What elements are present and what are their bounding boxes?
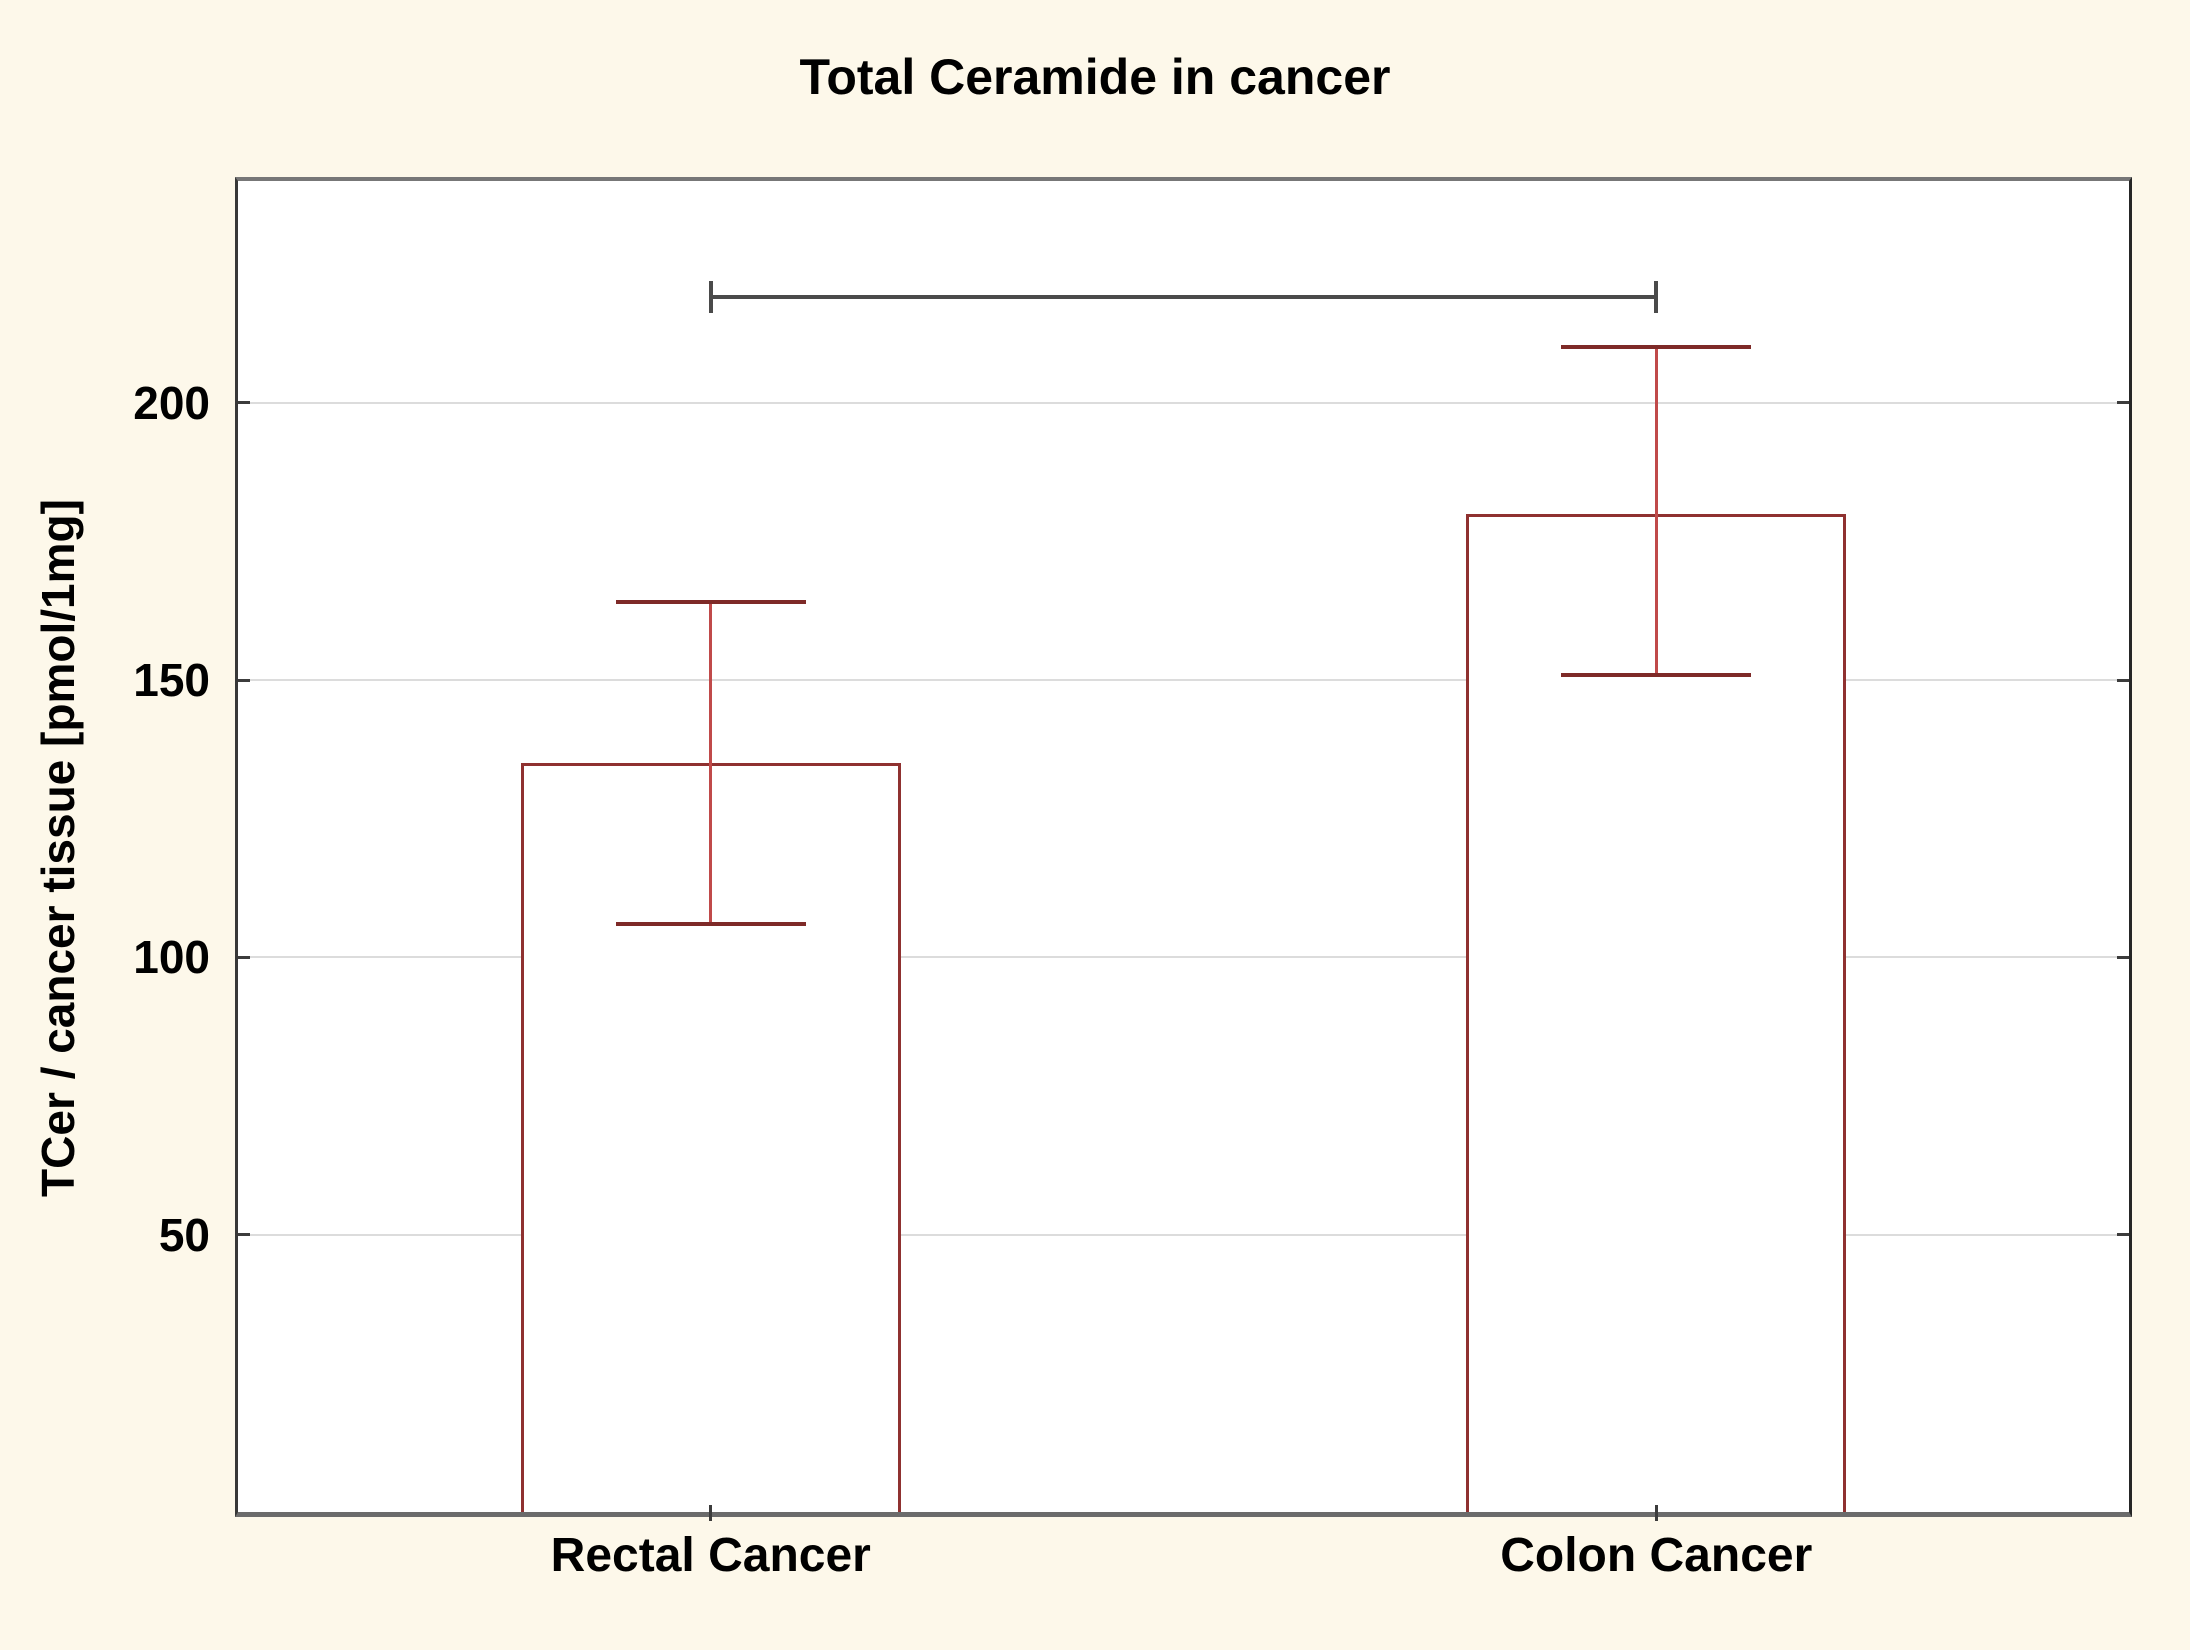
y-axis-tick-left: [238, 955, 250, 959]
x-axis-category-label: Rectal Cancer: [550, 1529, 871, 1582]
error-bar-line-rectal-cancer: [709, 602, 713, 925]
chart-title: Total Ceramide in cancer: [799, 49, 1391, 105]
gridline: [238, 401, 2129, 404]
y-axis-tick-label: 50: [158, 1208, 210, 1261]
y-axis-tick-right: [2117, 401, 2129, 405]
error-bar-cap-top-colon-cancer: [1561, 345, 1752, 350]
error-bar-cap-bottom-colon-cancer: [1561, 672, 1752, 677]
gridline: [238, 1233, 2129, 1236]
y-axis-tick-label: 150: [133, 654, 210, 707]
y-axis-tick-left: [238, 401, 250, 405]
y-axis-tick-right: [2117, 678, 2129, 682]
gridline: [238, 679, 2129, 682]
plot-area: [235, 177, 2132, 1517]
y-axis-tick-label: 100: [133, 931, 210, 984]
y-axis-tick-label: 200: [133, 376, 210, 429]
error-bar-cap-bottom-rectal-cancer: [615, 922, 806, 927]
significance-end-tick: [1654, 281, 1659, 314]
x-axis-category-label: Colon Cancer: [1500, 1529, 1813, 1582]
y-axis-tick-left: [238, 1233, 250, 1237]
gridline: [238, 956, 2129, 959]
y-axis-tick-right: [2117, 955, 2129, 959]
x-axis-tick-rectal-cancer: [709, 1505, 713, 1521]
significance-end-tick: [708, 281, 713, 314]
significance-line: [710, 295, 1657, 300]
y-axis-tick-right: [2117, 1233, 2129, 1237]
x-axis-tick-colon-cancer: [1654, 1505, 1658, 1521]
y-axis-tick-left: [238, 678, 250, 682]
error-bar-cap-top-rectal-cancer: [615, 600, 806, 605]
bar-colon-cancer: [1466, 513, 1847, 1512]
error-bar-line-colon-cancer: [1654, 347, 1658, 675]
